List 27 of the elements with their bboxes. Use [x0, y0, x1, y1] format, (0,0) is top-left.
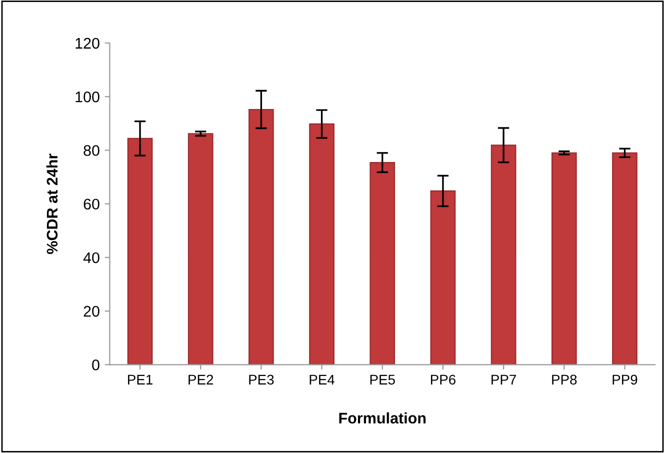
bar: [309, 123, 334, 365]
x-tick-label: PE2: [188, 374, 214, 384]
x-tick-label: PE5: [370, 374, 395, 385]
bar: [248, 108, 274, 365]
y-tick-label: 100: [76, 92, 100, 102]
bar: [490, 144, 516, 365]
x-tick-label: PP6: [430, 374, 456, 385]
bar: [127, 138, 153, 365]
bar: [612, 152, 638, 365]
bar: [430, 190, 456, 365]
x-tick-label: PP9: [612, 374, 638, 385]
bar: [188, 133, 214, 365]
x-tick-label: PE3: [249, 374, 274, 385]
x-axis-title: Formulation: [339, 412, 426, 424]
y-tick-label: 0: [92, 360, 100, 370]
y-axis-title: %CDR at 24hr: [46, 154, 58, 254]
y-tick-label: 60: [84, 198, 100, 210]
x-tick-label: PE1: [128, 374, 152, 384]
bar: [551, 152, 577, 365]
x-tick-label: PP8: [552, 374, 577, 385]
y-tick-label: 80: [84, 145, 100, 156]
y-tick-label: 120: [76, 38, 100, 49]
y-tick-label: 20: [84, 306, 100, 317]
bar: [370, 162, 396, 365]
x-tick-label: PP7: [492, 374, 516, 384]
x-tick-label: PE4: [310, 374, 335, 384]
y-tick-label: 40: [83, 252, 100, 264]
